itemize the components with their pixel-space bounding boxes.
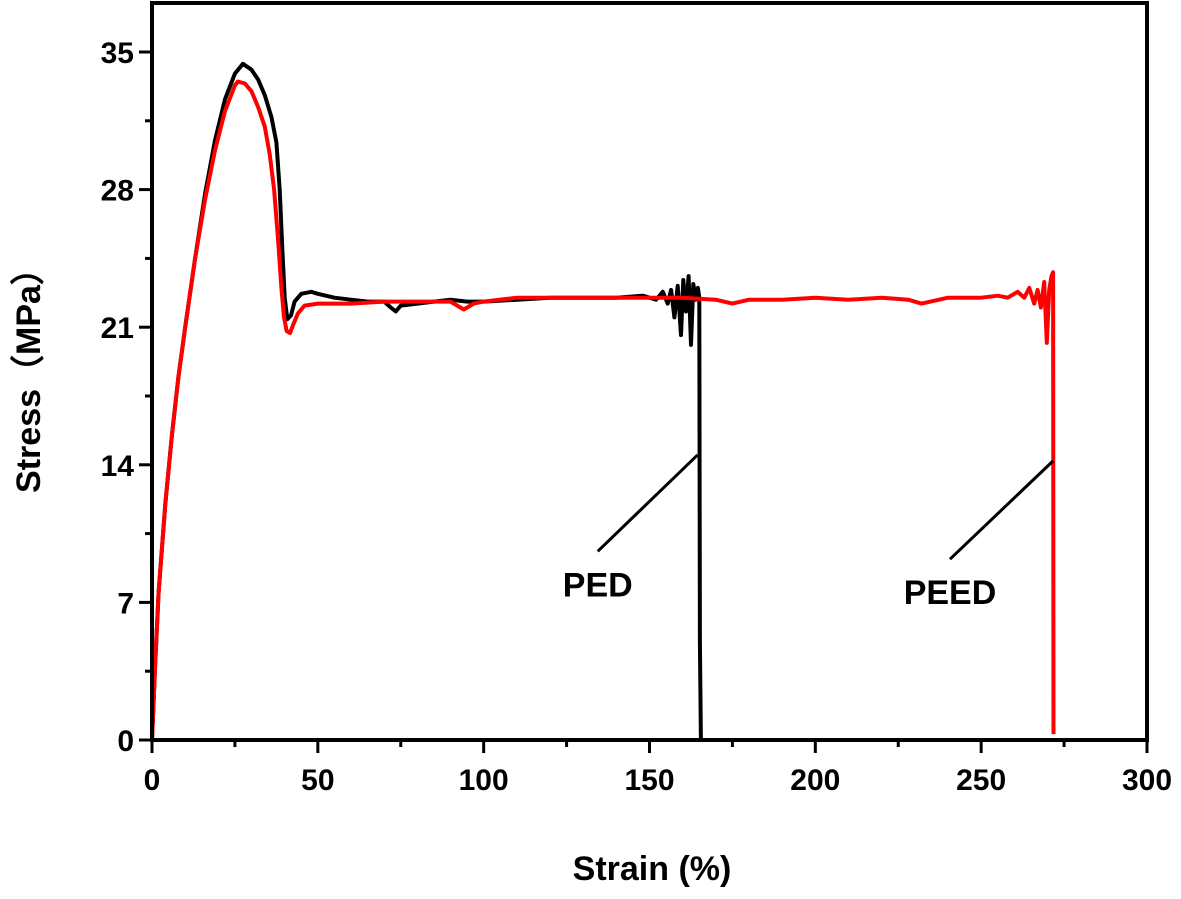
x-tick-label: 300 bbox=[1122, 764, 1172, 797]
x-tick-label: 50 bbox=[301, 764, 334, 797]
y-tick-label: 14 bbox=[101, 450, 135, 483]
annotation-label: PEED bbox=[904, 574, 997, 612]
series-line-peed bbox=[150, 79, 1056, 741]
y-tick-label: 0 bbox=[117, 725, 134, 758]
annotation-leader-line bbox=[948, 459, 1055, 561]
series-line-ped bbox=[150, 61, 703, 741]
y-tick-label: 21 bbox=[101, 312, 134, 345]
x-tick-label: 150 bbox=[624, 764, 674, 797]
x-tick-label: 100 bbox=[459, 764, 509, 797]
plot-frame bbox=[150, 1, 1149, 742]
y-tick-label: 28 bbox=[101, 175, 134, 208]
x-tick-label: 250 bbox=[956, 764, 1006, 797]
y-axis-label: Stress（MPa） bbox=[9, 251, 48, 493]
x-tick-label: 200 bbox=[790, 764, 840, 797]
annotation-leader-line bbox=[596, 453, 699, 553]
x-tick-label: 0 bbox=[144, 764, 161, 797]
y-tick-label: 7 bbox=[117, 587, 134, 620]
annotation-label: PED bbox=[563, 566, 633, 604]
x-axis-label: Strain (%) bbox=[573, 850, 732, 888]
y-tick-label: 35 bbox=[101, 37, 134, 70]
